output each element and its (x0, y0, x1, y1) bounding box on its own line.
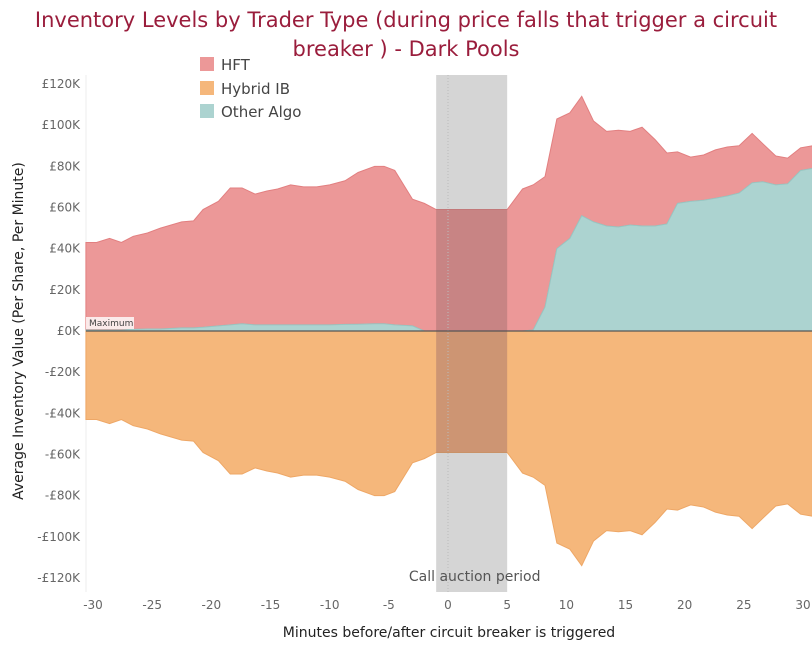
x-tick-label: -30 (83, 598, 103, 612)
x-tick-label: -5 (383, 598, 395, 612)
legend-swatch-hft (200, 57, 214, 71)
x-axis-title: Minutes before/after circuit breaker is … (283, 625, 615, 641)
legend-swatch-other-algo (200, 104, 214, 118)
y-tick-label: £0K (57, 324, 81, 338)
call-auction-label: Call auction period (409, 569, 541, 585)
y-tick-label: £60K (49, 201, 81, 215)
x-tick-label: -10 (320, 598, 340, 612)
x-tick-label: -25 (142, 598, 162, 612)
x-tick-label: 20 (677, 598, 692, 612)
x-tick-label: 10 (559, 598, 574, 612)
y-tick-label: -£20K (45, 365, 81, 379)
x-tick-label: 25 (736, 598, 751, 612)
x-tick-label: -20 (202, 598, 222, 612)
legend-swatch-hybrid-ib (200, 81, 214, 95)
y-tick-label: £40K (49, 242, 81, 256)
maximum-label: Maximum (89, 319, 133, 329)
y-tick-label: £80K (49, 159, 81, 173)
maximum-reference-label: Maximum (86, 317, 134, 329)
y-tick-label: -£100K (37, 530, 81, 544)
legend: HFT Hybrid IB Other Algo (200, 56, 302, 121)
y-tick-label: -£80K (45, 489, 81, 503)
y-tick-label: £20K (49, 283, 81, 297)
y-axis-title: Average Inventory Value (Per Share, Per … (11, 162, 27, 500)
y-tick-label: £100K (42, 118, 82, 132)
x-tick-label: -15 (261, 598, 281, 612)
legend-label-other-algo: Other Algo (221, 103, 302, 121)
chart-title: Inventory Levels by Trader Type (during … (34, 8, 778, 61)
y-tick-label: -£120K (37, 571, 81, 585)
x-tick-label: 30 (795, 598, 810, 612)
x-tick-label: 15 (618, 598, 633, 612)
x-tick-label: 0 (444, 598, 452, 612)
legend-label-hybrid-ib: Hybrid IB (221, 80, 290, 98)
legend-label-hft: HFT (221, 56, 251, 74)
y-tick-label: -£60K (45, 448, 81, 462)
x-tick-label: 5 (503, 598, 511, 612)
y-tick-label: -£40K (45, 406, 81, 420)
y-tick-label: £120K (42, 77, 82, 91)
